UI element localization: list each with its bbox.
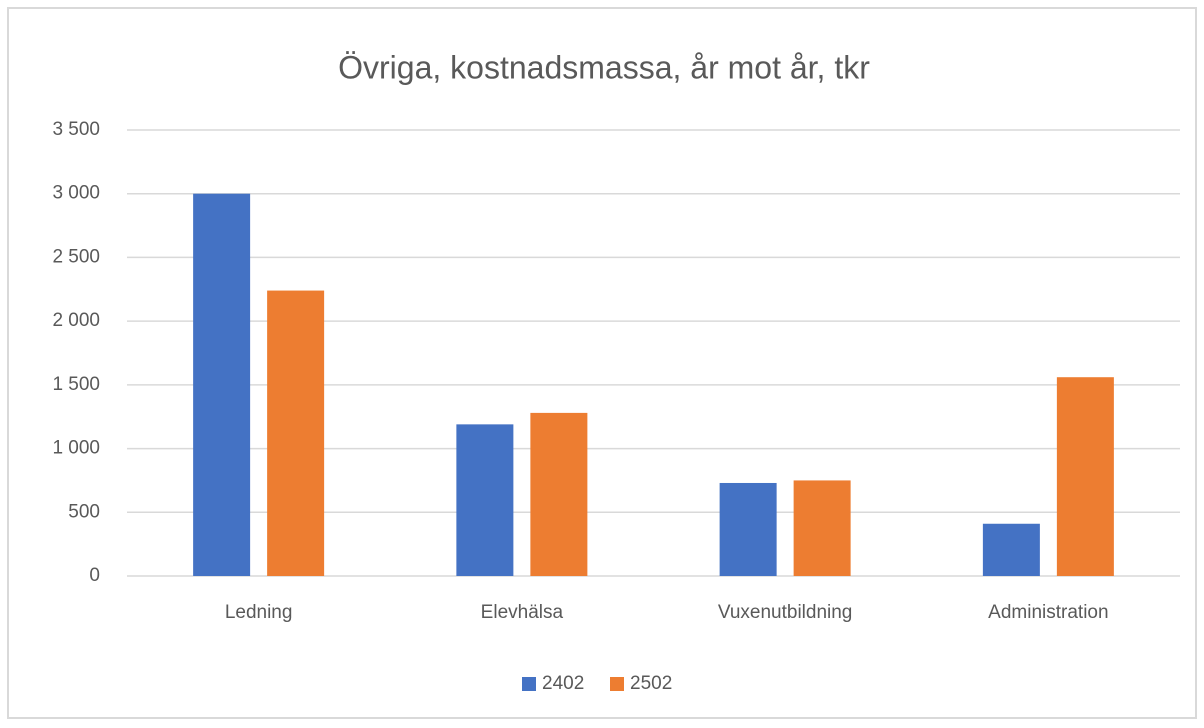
x-tick-label: Elevhälsa: [481, 602, 564, 623]
chart-title: Övriga, kostnadsmassa, år mot år, tkr: [338, 49, 870, 85]
y-tick-label: 1 000: [52, 438, 100, 459]
bar: [456, 424, 514, 576]
y-tick-label: 500: [68, 501, 100, 522]
legend-swatch: [610, 677, 624, 691]
y-tick-label: 3 000: [52, 183, 100, 204]
bar: [267, 290, 325, 576]
y-tick-label: 2 500: [52, 246, 100, 267]
bar: [193, 193, 251, 576]
y-tick-label: 2 000: [52, 310, 100, 331]
bar: [530, 412, 588, 576]
legend-swatch: [522, 677, 536, 691]
bar: [719, 482, 777, 576]
bar: [793, 480, 851, 576]
legend-label: 2402: [542, 673, 584, 694]
x-tick-label: Vuxenutbildning: [718, 602, 853, 623]
bar: [982, 523, 1040, 576]
y-tick-label: 0: [89, 565, 100, 586]
x-tick-label: Ledning: [225, 602, 293, 623]
y-tick-label: 1 500: [52, 374, 100, 395]
legend-label: 2502: [630, 673, 672, 694]
x-tick-label: Administration: [988, 602, 1108, 623]
y-tick-label: 3 500: [52, 119, 100, 140]
bar: [1056, 377, 1114, 576]
